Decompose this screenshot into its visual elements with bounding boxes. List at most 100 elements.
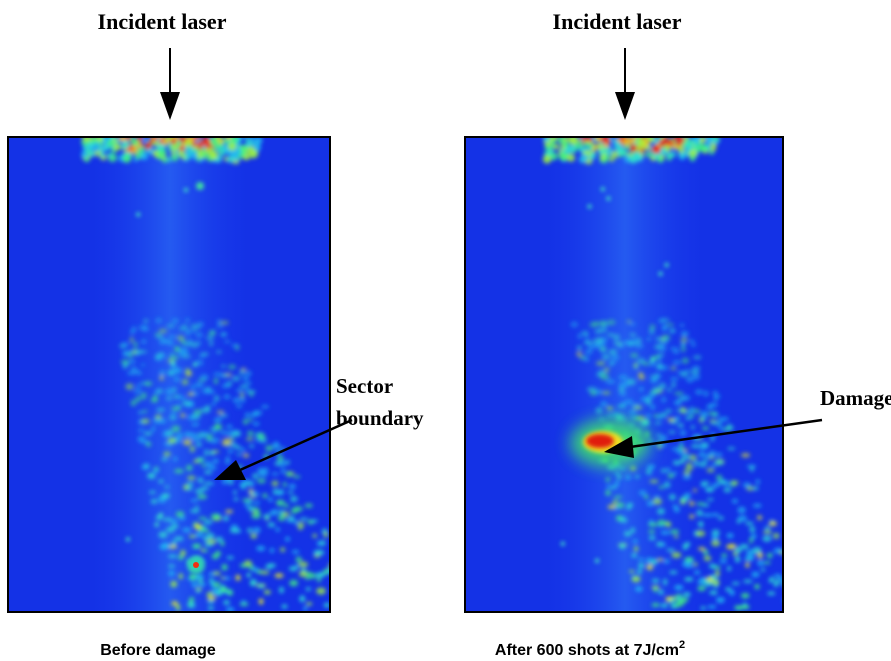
speckle	[211, 151, 218, 158]
speckle	[749, 465, 755, 472]
speckle	[156, 137, 161, 143]
speckle	[96, 137, 103, 142]
speckle	[256, 478, 266, 484]
speckle	[191, 581, 197, 588]
speckle	[297, 521, 305, 529]
speckle	[140, 152, 149, 161]
speckle	[268, 497, 274, 503]
speckle	[627, 378, 636, 386]
speckle	[133, 341, 139, 348]
speckle	[170, 361, 175, 366]
speckle	[197, 493, 208, 500]
speckle	[222, 137, 229, 144]
speckle	[260, 570, 270, 575]
speckle	[332, 585, 340, 592]
speckle	[731, 581, 740, 586]
speckle	[609, 157, 615, 162]
speckle	[200, 528, 210, 533]
speckle	[652, 386, 662, 393]
speckle	[712, 139, 718, 145]
speckle	[586, 386, 597, 392]
speckle	[699, 137, 707, 143]
speckle	[168, 570, 176, 577]
speckle	[173, 394, 184, 400]
speckle	[252, 421, 260, 427]
speckle	[211, 458, 220, 464]
speckle	[605, 379, 616, 384]
speckle	[170, 411, 177, 415]
speckle	[702, 549, 709, 556]
speckle	[227, 589, 233, 596]
speckle	[269, 547, 275, 554]
speckle	[690, 443, 701, 449]
speckle	[667, 417, 675, 422]
speckle	[175, 604, 181, 611]
speckle	[794, 565, 802, 569]
speckle	[155, 335, 165, 339]
speckle	[685, 141, 691, 146]
speckle	[263, 513, 270, 520]
speckle	[626, 319, 632, 324]
speckle	[650, 357, 655, 362]
speckle	[225, 456, 230, 460]
speckle	[705, 486, 715, 493]
speckle	[213, 377, 219, 385]
image-frame	[464, 136, 784, 613]
caption-text: After 600 shots at 7J/cm	[495, 642, 679, 659]
speckle	[683, 470, 691, 476]
speckle	[682, 592, 691, 597]
speckle	[656, 353, 665, 358]
speckle	[706, 467, 715, 473]
speckles	[81, 137, 340, 612]
speckle	[170, 138, 177, 145]
speckle	[193, 458, 199, 464]
speckle	[711, 539, 721, 547]
speckle	[137, 428, 145, 432]
speckle	[166, 157, 172, 162]
speckle	[197, 477, 204, 484]
speckle	[553, 143, 560, 150]
speckle	[207, 596, 217, 600]
speckle	[675, 599, 685, 607]
speckle	[658, 443, 668, 447]
speckle	[222, 515, 230, 522]
caption-superscript: 2	[679, 639, 685, 651]
speckle	[189, 508, 200, 514]
header: Incident laser	[553, 9, 682, 34]
speckle	[89, 150, 96, 158]
speckle	[323, 602, 330, 608]
speckle	[290, 495, 298, 503]
speckle	[631, 553, 638, 558]
speckle	[672, 460, 681, 466]
speckle	[578, 138, 583, 143]
speckle	[208, 331, 217, 336]
speckle	[651, 578, 660, 583]
speckle	[201, 549, 209, 553]
speckle	[649, 391, 657, 397]
speckle	[201, 431, 211, 436]
speckle	[205, 460, 210, 465]
speckle	[619, 517, 628, 523]
speckle	[136, 212, 141, 217]
speckle	[684, 577, 694, 582]
speckle	[171, 425, 181, 433]
speckle	[788, 577, 795, 583]
speckle	[797, 598, 802, 601]
speckle	[182, 324, 188, 331]
speckle	[740, 453, 751, 458]
speckle	[673, 535, 679, 539]
speckle	[284, 503, 290, 508]
speckle	[677, 145, 685, 153]
speckle	[696, 146, 702, 152]
speckle	[709, 590, 718, 595]
speckle	[188, 486, 193, 491]
speckle	[239, 369, 245, 376]
speckle	[183, 188, 188, 193]
speckle	[696, 530, 706, 537]
arrow-head	[615, 92, 635, 120]
speckle	[690, 424, 695, 430]
speckle	[314, 550, 325, 556]
speckle	[271, 509, 280, 514]
speckle	[292, 506, 303, 512]
speckle	[680, 336, 688, 344]
